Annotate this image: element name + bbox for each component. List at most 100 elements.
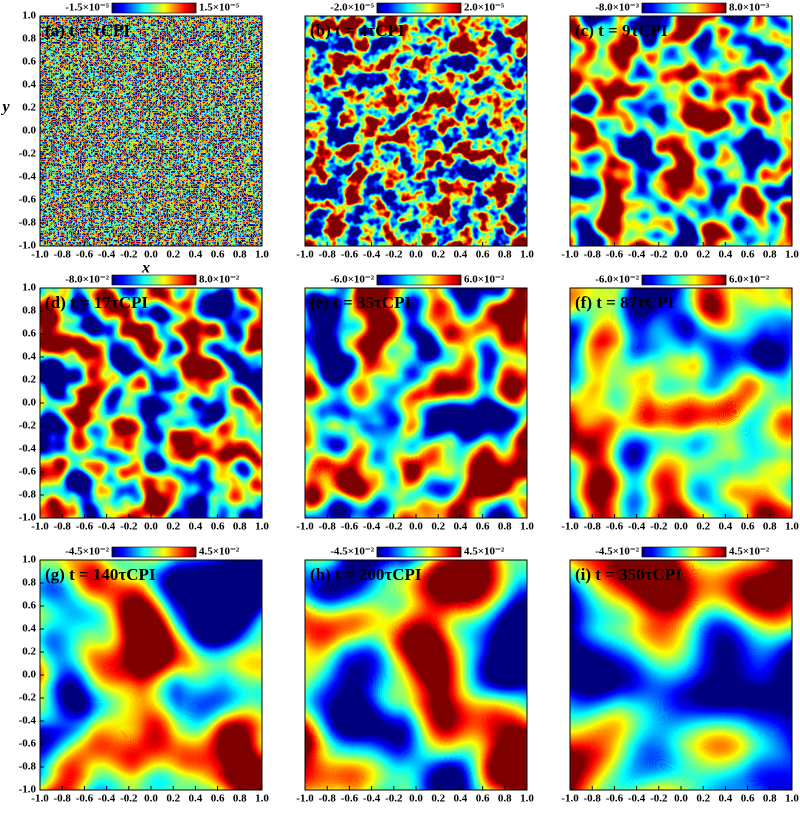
x-tick-label: -0.8: [583, 793, 601, 805]
x-tick-label: -0.2: [650, 793, 668, 805]
y-tick-label: 0.4: [22, 623, 36, 635]
y-tick-label: -0.6: [19, 194, 37, 206]
colorbar-label: -1.5×10⁻⁵: [65, 2, 109, 14]
y-tick-label: 1.0: [22, 10, 36, 22]
x-tick-label: -0.8: [53, 793, 71, 805]
x-tick-label: -0.6: [606, 249, 624, 261]
colorbar-label: 6.0×10⁻²: [464, 274, 505, 286]
y-tick-label: -0.2: [19, 692, 37, 704]
x-tick-label: 0.4: [189, 793, 203, 805]
x-tick-label: 0.4: [454, 793, 468, 805]
x-tick-label: 0.0: [409, 793, 423, 805]
x-tick-label: -0.8: [583, 521, 601, 533]
colorbar-label: -2.0×10⁻⁵: [330, 2, 374, 14]
x-tick-label: 0.2: [166, 521, 180, 533]
x-tick-label: -1.0: [561, 793, 579, 805]
x-tick-label: 0.4: [454, 521, 468, 533]
y-tick-label: 0.4: [22, 79, 36, 91]
colorbar-label: -8.0×10⁻²: [65, 274, 109, 286]
y-tick-label: 0.2: [22, 374, 36, 386]
x-tick-label: 0.4: [719, 249, 733, 261]
y-tick-label: -0.8: [19, 761, 37, 773]
x-tick-label: -0.8: [318, 521, 336, 533]
x-tick-label: -1.0: [31, 521, 49, 533]
y-tick-label: 0.6: [22, 328, 36, 340]
x-tick-label: -0.4: [628, 249, 646, 261]
x-tick-label: -0.6: [76, 793, 94, 805]
x-tick-label: 0.2: [696, 793, 710, 805]
y-tick-label: 0.8: [22, 305, 36, 317]
x-tick-label: -0.6: [341, 249, 359, 261]
colorbar: [641, 546, 727, 558]
y-tick-label: -1.0: [19, 512, 37, 524]
x-tick-label: -0.2: [120, 521, 138, 533]
x-tick-label: 0.2: [431, 521, 445, 533]
panel-title: (a) t = τCPI: [45, 21, 130, 40]
colorbar-label: -4.5×10⁻²: [65, 546, 109, 558]
colorbar: [111, 274, 197, 286]
y-tick-label: 0.2: [22, 646, 36, 658]
x-tick-label: 1.0: [520, 521, 534, 533]
x-tick-label: -0.8: [583, 249, 601, 261]
y-tick-label: 0.6: [22, 56, 36, 68]
x-tick-label: 0.2: [166, 793, 180, 805]
x-axis-label: x: [141, 260, 150, 277]
colorbar-label: 8.0×10⁻²: [199, 274, 240, 286]
colorbar: [641, 2, 727, 14]
x-tick-label: 0.8: [498, 521, 512, 533]
x-tick-label: -1.0: [31, 793, 49, 805]
x-tick-label: -0.2: [385, 793, 403, 805]
x-tick-label: -0.2: [385, 249, 403, 261]
field: [40, 288, 262, 518]
y-tick-label: 0.2: [22, 102, 36, 114]
field: [40, 560, 262, 790]
x-tick-label: -0.6: [76, 249, 94, 261]
colorbar-label: 4.5×10⁻²: [199, 546, 240, 558]
colorbar: [376, 274, 462, 286]
colorbar: [111, 2, 197, 14]
x-tick-label: 0.6: [741, 249, 755, 261]
x-tick-label: 0.8: [233, 521, 247, 533]
x-tick-label: 0.0: [409, 249, 423, 261]
x-tick-label: 0.6: [211, 521, 225, 533]
x-tick-label: -0.2: [385, 521, 403, 533]
x-tick-label: 0.6: [741, 521, 755, 533]
colorbar-label: 4.5×10⁻²: [464, 546, 505, 558]
colorbar-label: 8.0×10⁻³: [729, 2, 770, 14]
colorbar-label: -6.0×10⁻²: [330, 274, 374, 286]
panel-title: (g) t = 140τCPI: [45, 565, 156, 584]
y-tick-label: -0.8: [19, 489, 37, 501]
x-tick-label: -0.4: [98, 521, 116, 533]
x-tick-label: -0.4: [363, 249, 381, 261]
x-tick-label: 1.0: [785, 793, 799, 805]
x-tick-label: -0.4: [628, 793, 646, 805]
x-tick-label: -0.2: [120, 793, 138, 805]
x-tick-label: 0.6: [476, 521, 490, 533]
y-tick-label: 0.4: [22, 351, 36, 363]
x-tick-label: 0.2: [696, 521, 710, 533]
x-tick-label: 0.2: [431, 249, 445, 261]
field: [40, 16, 262, 246]
y-tick-label: 1.0: [22, 554, 36, 566]
x-tick-label: -0.6: [76, 521, 94, 533]
x-tick-label: -0.6: [341, 793, 359, 805]
x-tick-label: 0.4: [719, 793, 733, 805]
x-tick-label: -0.8: [318, 793, 336, 805]
y-tick-label: 0.0: [22, 397, 36, 409]
panel-title: (h) t = 200τCPI: [310, 565, 422, 584]
colorbar-label: -6.0×10⁻²: [595, 274, 639, 286]
x-tick-label: -0.6: [606, 521, 624, 533]
x-tick-label: -0.2: [650, 521, 668, 533]
y-tick-label: 1.0: [22, 282, 36, 294]
x-tick-label: -1.0: [296, 521, 314, 533]
x-tick-label: 1.0: [255, 521, 269, 533]
panel-title: (f) t = 87τCPI: [575, 293, 675, 312]
x-tick-label: -0.4: [628, 521, 646, 533]
y-tick-label: 0.8: [22, 577, 36, 589]
x-tick-label: 0.4: [454, 249, 468, 261]
x-tick-label: -1.0: [31, 249, 49, 261]
x-tick-label: -0.8: [53, 249, 71, 261]
x-tick-label: 0.8: [763, 793, 777, 805]
y-tick-label: -0.8: [19, 217, 37, 229]
